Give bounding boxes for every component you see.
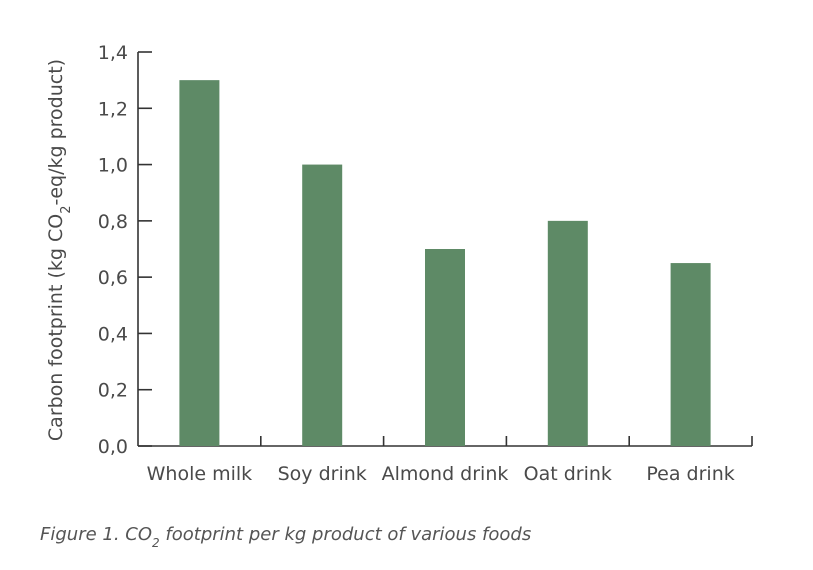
y-tick-label: 0,4 [98, 323, 128, 345]
bar [302, 164, 343, 447]
y-tick-label: 1,4 [98, 42, 128, 64]
y-tick-label: 1,2 [98, 98, 128, 120]
y-axis: 0,0 0,2 0,4 0,6 0,8 1,0 1,2 1,4 [98, 42, 152, 458]
x-tick-label: Pea drink [646, 463, 734, 485]
x-tick-label: Almond drink [382, 463, 509, 485]
bar [547, 220, 588, 446]
y-tick-label: 0,8 [98, 211, 128, 233]
y-tick-label: 0,0 [98, 436, 128, 458]
figure-caption: Figure 1. CO2 footprint per kg product o… [40, 524, 531, 550]
x-tick-label: Whole milk [147, 463, 253, 485]
x-tick-label: Oat drink [524, 463, 612, 485]
y-tick-label: 0,6 [98, 267, 128, 289]
bars [179, 80, 711, 447]
y-tick-label: 1,0 [98, 155, 128, 177]
y-axis-title: Carbon footprint (kg CO2-eq/kg product) [45, 59, 74, 441]
x-axis: Whole milk Soy drink Almond drink Oat drink… [138, 436, 753, 485]
bar [670, 263, 711, 446]
bar [179, 80, 220, 447]
y-tick-label: 0,2 [98, 380, 128, 402]
x-tick-label: Soy drink [278, 463, 367, 485]
bar [425, 249, 465, 446]
